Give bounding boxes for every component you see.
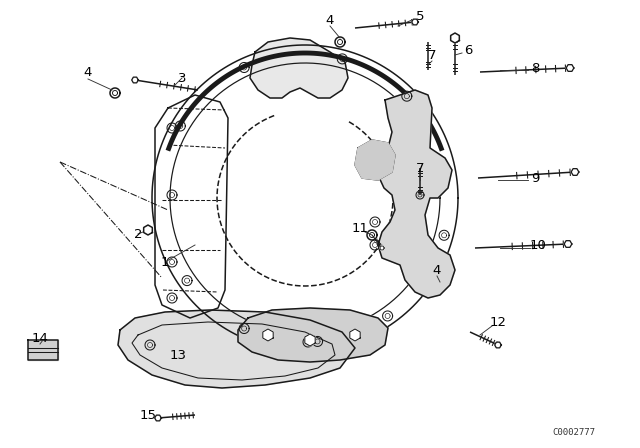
Polygon shape bbox=[571, 168, 579, 175]
Text: 9: 9 bbox=[531, 172, 539, 185]
Text: 8: 8 bbox=[531, 61, 539, 74]
Text: 2: 2 bbox=[134, 228, 142, 241]
Text: 12: 12 bbox=[490, 315, 506, 328]
Polygon shape bbox=[350, 329, 360, 341]
Polygon shape bbox=[412, 19, 419, 25]
Text: 4: 4 bbox=[433, 263, 441, 276]
Text: 13: 13 bbox=[170, 349, 186, 362]
Text: 11: 11 bbox=[351, 221, 369, 234]
Polygon shape bbox=[305, 334, 315, 346]
Polygon shape bbox=[378, 90, 455, 298]
Polygon shape bbox=[238, 308, 388, 362]
Text: 15: 15 bbox=[140, 409, 157, 422]
Text: 7: 7 bbox=[428, 48, 436, 61]
Text: 7: 7 bbox=[416, 161, 424, 175]
Polygon shape bbox=[564, 241, 572, 247]
Text: 4: 4 bbox=[326, 13, 334, 26]
Text: 4: 4 bbox=[84, 65, 92, 78]
Text: 14: 14 bbox=[31, 332, 49, 345]
Text: 6: 6 bbox=[464, 43, 472, 56]
Polygon shape bbox=[143, 225, 152, 235]
Polygon shape bbox=[355, 140, 395, 180]
Polygon shape bbox=[132, 77, 138, 83]
Polygon shape bbox=[118, 310, 355, 388]
Polygon shape bbox=[451, 33, 460, 43]
Text: C0002777: C0002777 bbox=[552, 427, 595, 436]
Polygon shape bbox=[155, 415, 161, 421]
Text: 10: 10 bbox=[529, 238, 547, 251]
Text: 3: 3 bbox=[178, 72, 186, 85]
Polygon shape bbox=[28, 340, 58, 360]
Polygon shape bbox=[380, 246, 384, 250]
Polygon shape bbox=[263, 329, 273, 341]
Polygon shape bbox=[566, 65, 574, 71]
Text: 1: 1 bbox=[161, 255, 169, 268]
Polygon shape bbox=[250, 38, 348, 98]
Polygon shape bbox=[495, 342, 501, 348]
Text: 5: 5 bbox=[416, 9, 424, 22]
